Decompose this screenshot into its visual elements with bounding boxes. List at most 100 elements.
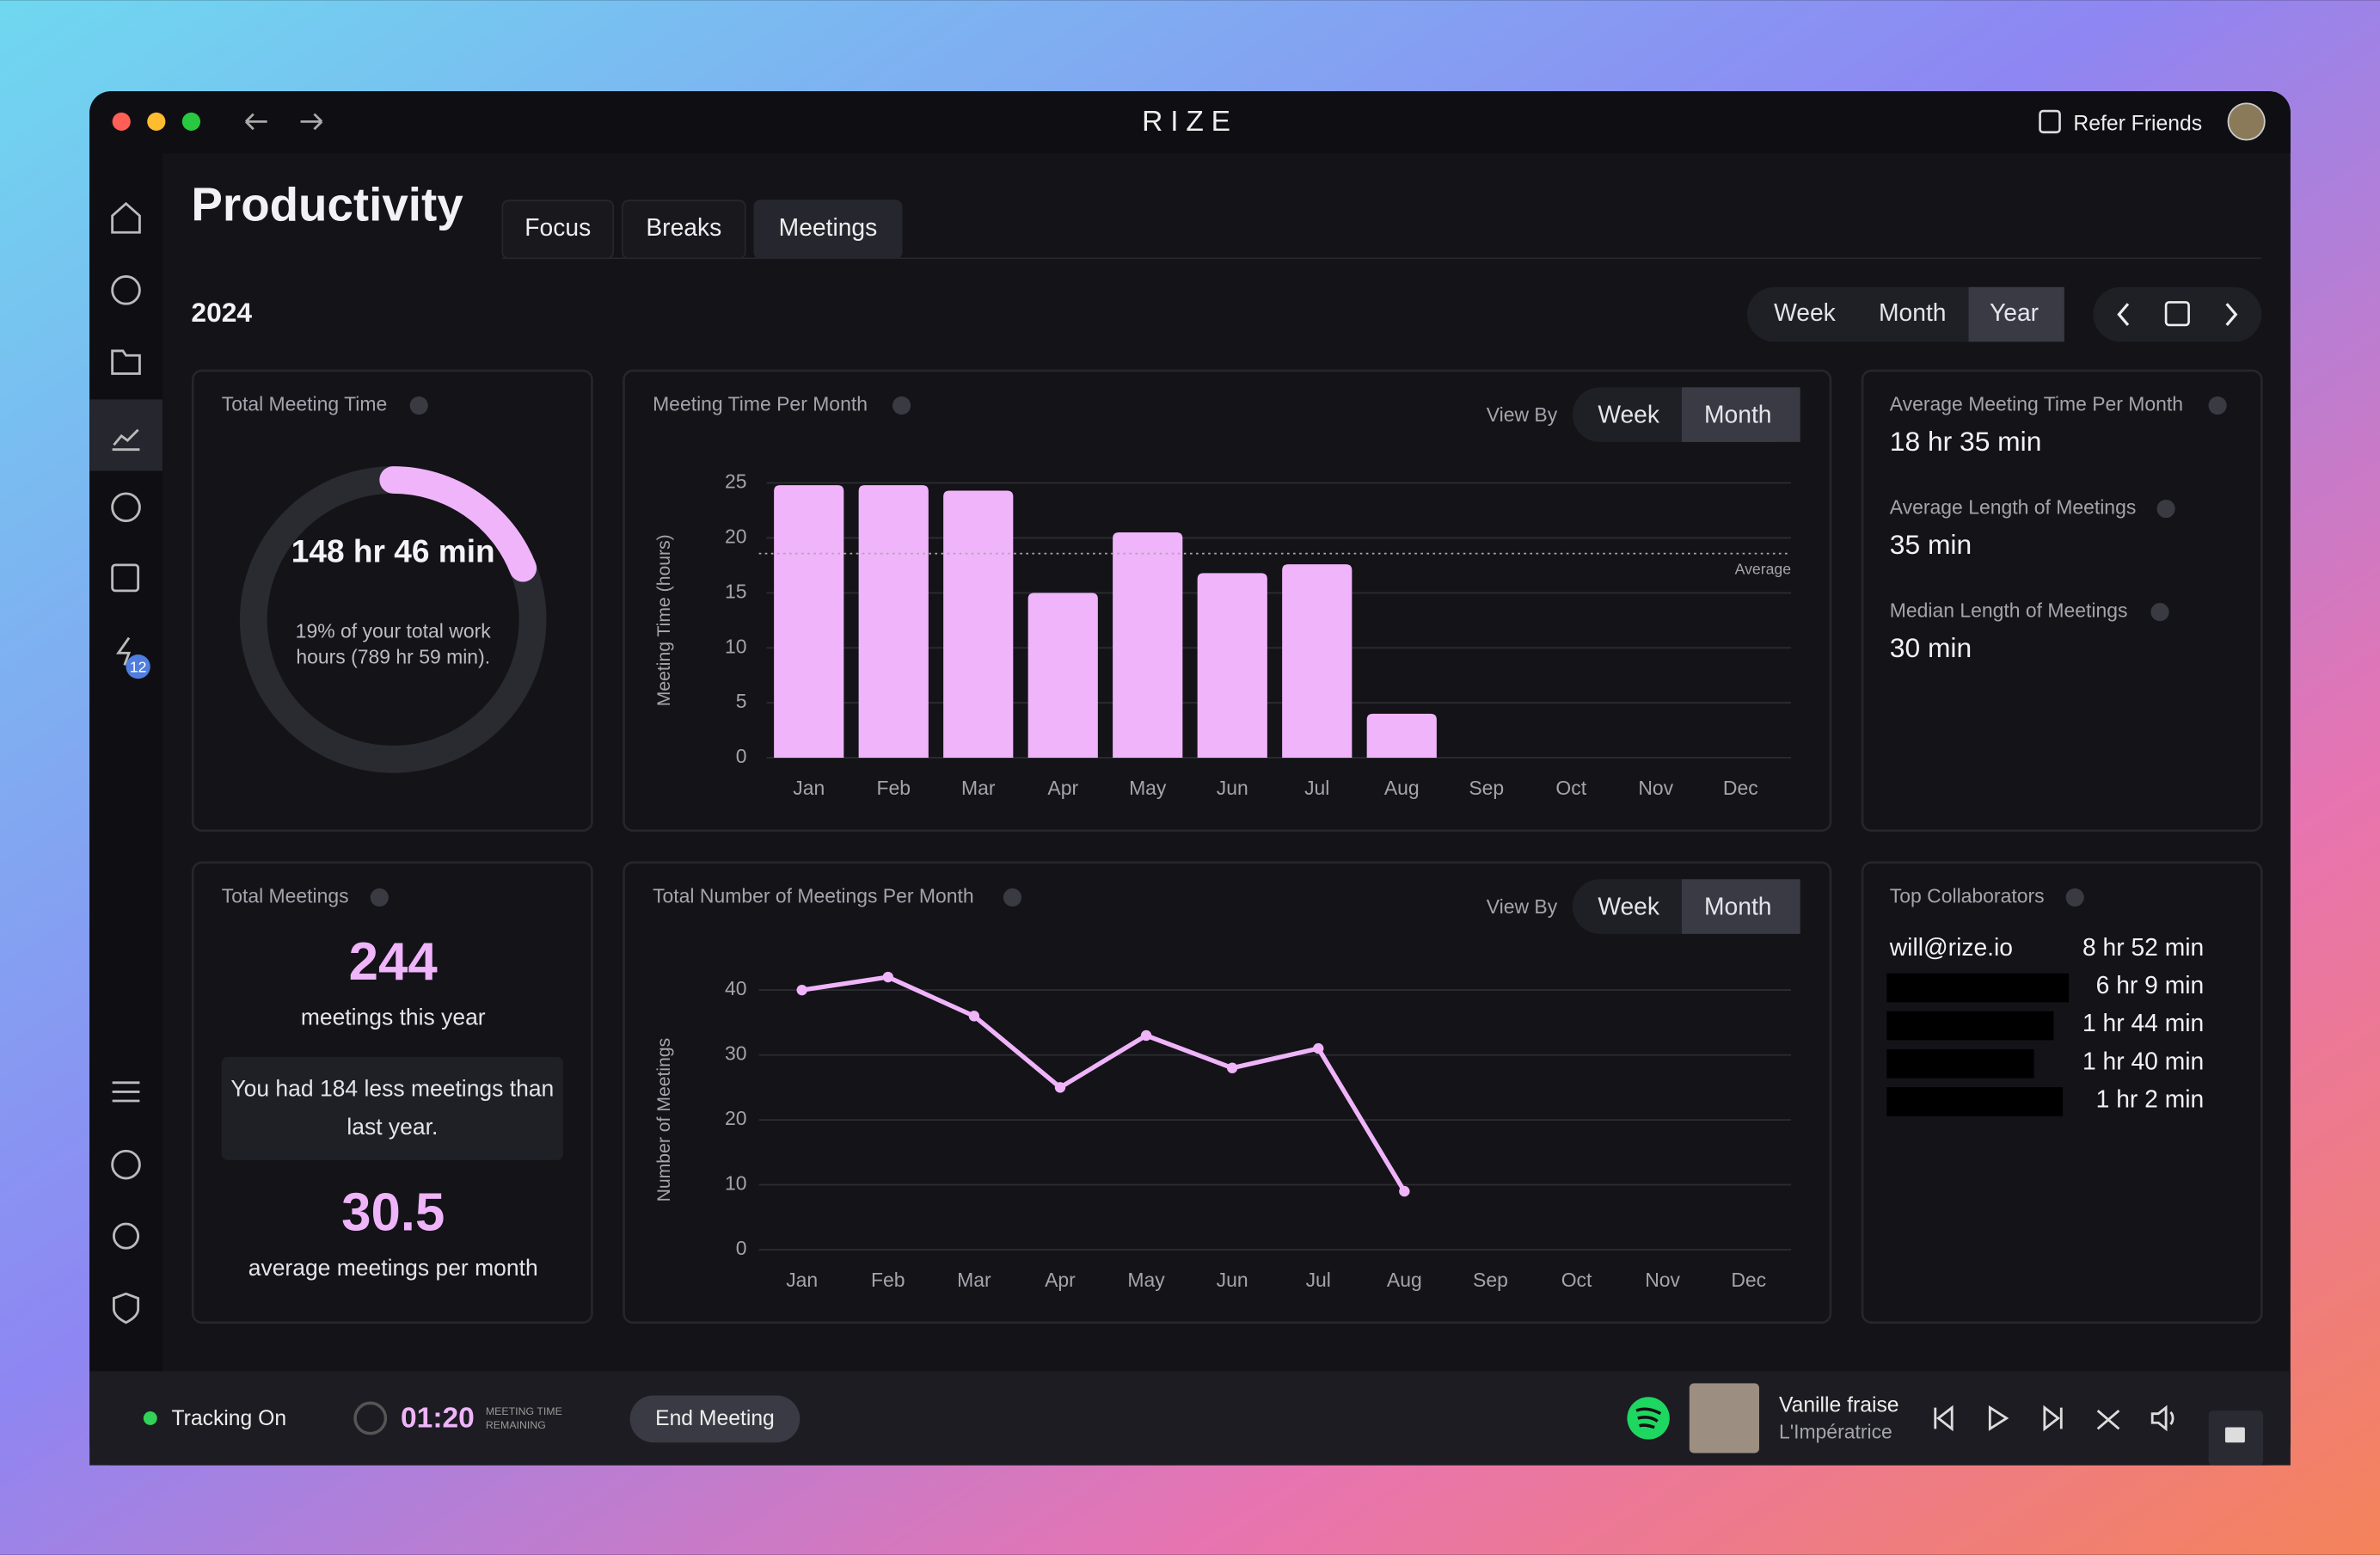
bar (1027, 593, 1098, 759)
y-tick-label: 40 (725, 977, 747, 999)
help-icon (2065, 888, 2084, 907)
close[interactable] (112, 112, 131, 131)
view-option[interactable]: Month (1704, 892, 1771, 919)
line (801, 974, 1407, 1193)
range-option[interactable]: Week (1774, 298, 1837, 326)
badge-count: 12 (130, 659, 147, 676)
y-tick-label: 10 (725, 1172, 747, 1195)
page-title: Productivity (191, 177, 463, 230)
card-label: Top Collaborators (1890, 885, 2045, 907)
range-option[interactable]: Month (1879, 298, 1946, 326)
year: 2024 (191, 297, 252, 328)
y-tick-label: 20 (725, 1107, 747, 1129)
end-button[interactable] (629, 1395, 800, 1443)
app-title: RIZE (1142, 106, 1238, 138)
chart-title: Total Number of Meetings Per Month (653, 885, 974, 907)
badge (126, 655, 150, 679)
calendar-icon[interactable] (2164, 301, 2190, 327)
chat-icon (2224, 1427, 2245, 1443)
end-label: End Meeting (655, 1407, 775, 1430)
stat-value: 35 min (1890, 529, 1972, 560)
collaborator-time: 1 hr 44 min (2082, 1009, 2204, 1036)
stat-label: Median Length of Meetings (1890, 599, 2128, 622)
point (968, 1011, 980, 1022)
donut-value: 148 hr 46 min (291, 534, 495, 570)
refer-link[interactable]: Refer Friends (2073, 112, 2202, 135)
y-tick-label: 20 (725, 525, 747, 547)
help-icon (370, 888, 389, 907)
x-tick-label: Feb (871, 1269, 905, 1291)
card-label: Total Meetings (222, 885, 349, 907)
x-tick-label: Jun (1217, 777, 1248, 799)
help-icon (892, 396, 911, 415)
point (796, 984, 807, 996)
x-tick-label: Dec (1731, 1269, 1766, 1291)
x-tick-label: Feb (876, 777, 911, 799)
view-by: View By (1487, 895, 1558, 918)
help-icon (2150, 602, 2169, 622)
meeting-count: 244 (349, 932, 439, 992)
x-tick-label: Jan (793, 777, 825, 799)
x-tick-label: Mar (961, 777, 996, 799)
bar (1366, 713, 1437, 759)
x-tick-label: Jul (1306, 1269, 1331, 1291)
tracking-dot (143, 1411, 157, 1425)
view-selected (1681, 387, 1800, 442)
spotify-waves (1635, 1407, 1662, 1429)
view-option[interactable]: Month (1704, 400, 1771, 427)
compare-wrap: You had 184 less meetings than last year… (230, 1077, 554, 1140)
average-label: Average (1735, 561, 1792, 578)
x-tick-label: Nov (1638, 777, 1673, 799)
view-option[interactable]: Week (1598, 400, 1660, 427)
tab[interactable] (621, 200, 746, 260)
compare-box (221, 1056, 563, 1160)
range-option[interactable]: Year (1990, 298, 2039, 326)
avatar[interactable] (2227, 102, 2266, 141)
player-controls[interactable] (1934, 1404, 2175, 1432)
y-tick-label: 30 (725, 1042, 747, 1065)
bar (858, 485, 929, 759)
y-tick-label: 0 (736, 1237, 747, 1259)
x-tick-label: Dec (1723, 777, 1758, 799)
point (1399, 1185, 1410, 1197)
tracking[interactable]: Tracking On (171, 1407, 286, 1430)
zoom[interactable] (181, 112, 201, 131)
bar (1282, 564, 1353, 759)
bar (1113, 532, 1183, 759)
chart-title: Meeting Time Per Month (653, 393, 868, 415)
y-tick-label: 0 (736, 745, 747, 767)
redaction (1886, 1048, 2034, 1079)
view-option[interactable]: Week (1598, 892, 1660, 919)
x-tick-label: Aug (1387, 1269, 1422, 1291)
x-tick-label: Mar (957, 1269, 991, 1291)
song: Vanille fraise (1779, 1393, 1899, 1417)
tab-label: Focus (524, 213, 591, 241)
timer-ring (353, 1401, 388, 1435)
x-tick-label: Jul (1304, 777, 1329, 799)
tab[interactable] (753, 200, 903, 260)
date-arrows[interactable] (2117, 303, 2238, 326)
minimize[interactable] (147, 112, 166, 131)
point (1226, 1062, 1238, 1073)
stat-label: Average Meeting Time Per Month (1890, 393, 2183, 415)
y-axis-label: Meeting Time (hours) (654, 534, 674, 706)
title-bar (89, 91, 2291, 154)
collaborator-time: 1 hr 40 min (2082, 1047, 2204, 1074)
tab-label: Meetings (779, 213, 878, 241)
stat-label: Average Length of Meetings (1890, 496, 2137, 519)
collaborator-time: 6 hr 9 min (2096, 971, 2205, 999)
nav-arrows[interactable] (244, 113, 323, 131)
x-tick-label: Aug (1384, 777, 1420, 799)
sidebar-icons[interactable] (111, 201, 141, 1325)
average-count: 30.5 (341, 1183, 445, 1242)
point (1140, 1029, 1152, 1042)
x-tick-label: May (1129, 777, 1167, 799)
y-tick-label: 10 (725, 635, 747, 657)
range-selected (1968, 286, 2064, 342)
album-art (1689, 1383, 1759, 1454)
tab[interactable] (501, 200, 615, 260)
redaction (1886, 973, 2070, 1003)
help-icon (409, 396, 428, 415)
y-tick-label: 5 (736, 690, 747, 712)
